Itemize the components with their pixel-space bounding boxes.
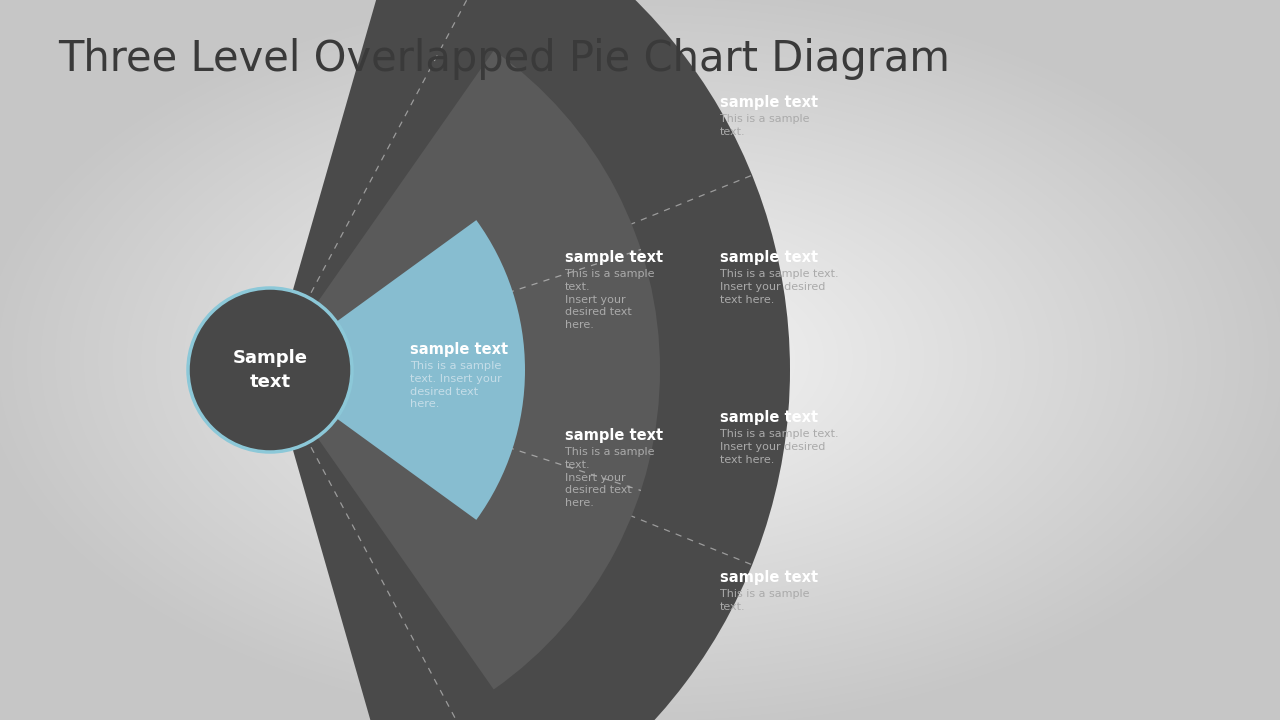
- Wedge shape: [270, 0, 790, 720]
- Text: This is a sample
text.
Insert your
desired text
here.: This is a sample text. Insert your desir…: [564, 269, 654, 330]
- Text: This is a sample
text.: This is a sample text.: [719, 114, 809, 137]
- Text: sample text: sample text: [564, 250, 663, 265]
- Wedge shape: [270, 50, 660, 690]
- Wedge shape: [270, 220, 525, 520]
- Text: sample text: sample text: [410, 342, 508, 357]
- Text: This is a sample text.
Insert your desired
text here.: This is a sample text. Insert your desir…: [719, 429, 838, 464]
- Circle shape: [188, 288, 352, 452]
- Text: Three Level Overlapped Pie Chart Diagram: Three Level Overlapped Pie Chart Diagram: [58, 38, 950, 80]
- Text: This is a sample text.
Insert your desired
text here.: This is a sample text. Insert your desir…: [719, 269, 838, 305]
- Text: sample text: sample text: [564, 428, 663, 443]
- Text: sample text: sample text: [719, 570, 818, 585]
- Text: Sample
text: Sample text: [233, 349, 307, 391]
- Text: This is a sample
text. Insert your
desired text
here.: This is a sample text. Insert your desir…: [410, 361, 502, 410]
- Text: sample text: sample text: [719, 250, 818, 265]
- Text: This is a sample
text.: This is a sample text.: [719, 589, 809, 612]
- Text: sample text: sample text: [719, 410, 818, 425]
- Text: This is a sample
text.
Insert your
desired text
here.: This is a sample text. Insert your desir…: [564, 447, 654, 508]
- Text: sample text: sample text: [719, 95, 818, 110]
